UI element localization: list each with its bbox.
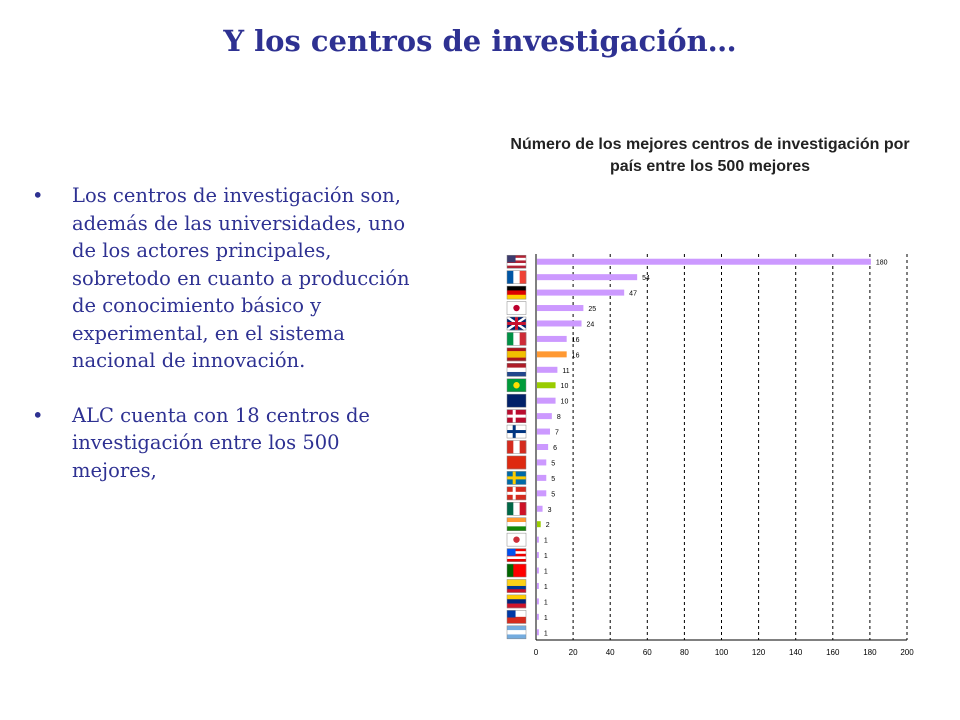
- south-korea-flag-icon: [506, 532, 527, 547]
- bar: [537, 428, 550, 435]
- usa-flag-icon: [506, 254, 527, 269]
- x-tick-label: 160: [826, 648, 840, 657]
- data-label: 47: [629, 291, 637, 298]
- bar: [537, 598, 539, 605]
- slide-title: Y los centros de investigación…: [223, 24, 737, 58]
- data-label: 1: [544, 615, 548, 622]
- data-label: 7: [555, 430, 559, 437]
- data-label: 8: [557, 414, 561, 421]
- germany-flag-icon: [506, 285, 527, 300]
- bar: [537, 490, 547, 497]
- bar: [537, 567, 539, 574]
- bar: [537, 521, 541, 528]
- bullet-item: • Los centros de investigación son, adem…: [30, 182, 430, 375]
- data-label: 5: [551, 460, 555, 467]
- canada-flag-icon: [506, 440, 527, 454]
- x-tick-label: 120: [752, 648, 766, 657]
- puerto-rico-flag-icon: [506, 548, 527, 562]
- bar: [537, 258, 871, 265]
- x-tick-label: 80: [680, 648, 689, 657]
- china-flag-icon: [506, 455, 527, 470]
- x-tick-label: 180: [863, 648, 877, 657]
- bar: [537, 413, 552, 420]
- mexico-flag-icon: [506, 502, 527, 516]
- chile-flag-icon: [506, 610, 527, 624]
- bar: [537, 320, 582, 327]
- x-tick-label: 60: [643, 648, 652, 657]
- data-label: 5: [551, 476, 555, 483]
- japan-flag-icon: [506, 301, 527, 315]
- chart-title: Número de los mejores centros de investi…: [510, 136, 910, 175]
- data-label: 10: [561, 399, 569, 406]
- x-tick-label: 40: [606, 648, 615, 657]
- data-label: 6: [553, 445, 557, 452]
- finland-flag-icon: [506, 424, 527, 439]
- bar: [537, 289, 625, 296]
- x-tick-label: 140: [789, 648, 803, 657]
- bullet-text: ALC cuenta con 18 centros de investigaci…: [72, 403, 370, 482]
- bar: [537, 366, 558, 373]
- bar: [537, 459, 547, 466]
- data-label: 1: [544, 538, 548, 545]
- norway-flag-icon: [506, 409, 527, 423]
- x-tick-label: 0: [534, 648, 539, 657]
- data-label: 1: [544, 553, 548, 560]
- bar-chart: 0 20 40 60 80 100 120 140 160 180 2001805447252416…: [506, 254, 914, 657]
- bar: [537, 613, 539, 620]
- switzerland-flag-icon: [506, 486, 527, 501]
- portugal-flag-icon: [506, 563, 527, 578]
- data-label: 5: [551, 491, 555, 498]
- data-label: 1: [544, 584, 548, 591]
- australia-flag-icon: [506, 393, 527, 408]
- data-label: 2: [546, 522, 550, 529]
- data-label: 1: [544, 599, 548, 606]
- india-flag-icon: [506, 517, 527, 531]
- data-label: 1: [544, 569, 548, 576]
- data-label: 3: [548, 507, 552, 514]
- bar: [537, 536, 539, 543]
- bar: [537, 305, 584, 312]
- colombia-flag-icon: [506, 579, 527, 593]
- bar: [537, 351, 567, 358]
- data-label: 25: [588, 306, 596, 313]
- argentina-flag-icon: [506, 625, 527, 640]
- data-label: 10: [561, 383, 569, 390]
- data-label: 16: [572, 352, 580, 359]
- bullet-item: • ALC cuenta con 18 centros de investiga…: [30, 402, 430, 485]
- bar: [537, 335, 567, 342]
- bar: [537, 474, 547, 481]
- brazil-flag-icon: [506, 378, 527, 393]
- uk-flag-icon: [506, 315, 527, 332]
- sweden-flag-icon: [506, 471, 527, 485]
- data-label: 1: [544, 630, 548, 637]
- netherlands-flag-icon: [506, 363, 527, 377]
- bar: [537, 505, 543, 512]
- bullet-list: • Los centros de investigación son, adem…: [30, 182, 430, 511]
- data-label: 24: [587, 321, 595, 328]
- bar: [537, 397, 556, 404]
- x-tick-label: 200: [900, 648, 914, 657]
- italy-flag-icon: [506, 332, 527, 346]
- france-flag-icon: [506, 270, 527, 284]
- venezuela-flag-icon: [506, 594, 527, 609]
- bar: [537, 274, 638, 281]
- data-label: 54: [642, 275, 650, 282]
- data-label: 11: [562, 368, 569, 375]
- bullet-text: Los centros de investigación son, además…: [72, 184, 410, 372]
- data-label: 16: [572, 337, 580, 344]
- bullet-dot-icon: •: [32, 403, 44, 427]
- bar: [537, 382, 556, 389]
- x-tick-label: 100: [715, 648, 729, 657]
- bar: [537, 582, 539, 589]
- x-tick-label: 20: [569, 648, 578, 657]
- bar: [537, 552, 539, 559]
- bullet-dot-icon: •: [32, 184, 44, 207]
- spain-flag-icon: [506, 347, 527, 362]
- data-label: 180: [876, 260, 888, 267]
- bar: [537, 629, 539, 636]
- bar: [537, 444, 549, 450]
